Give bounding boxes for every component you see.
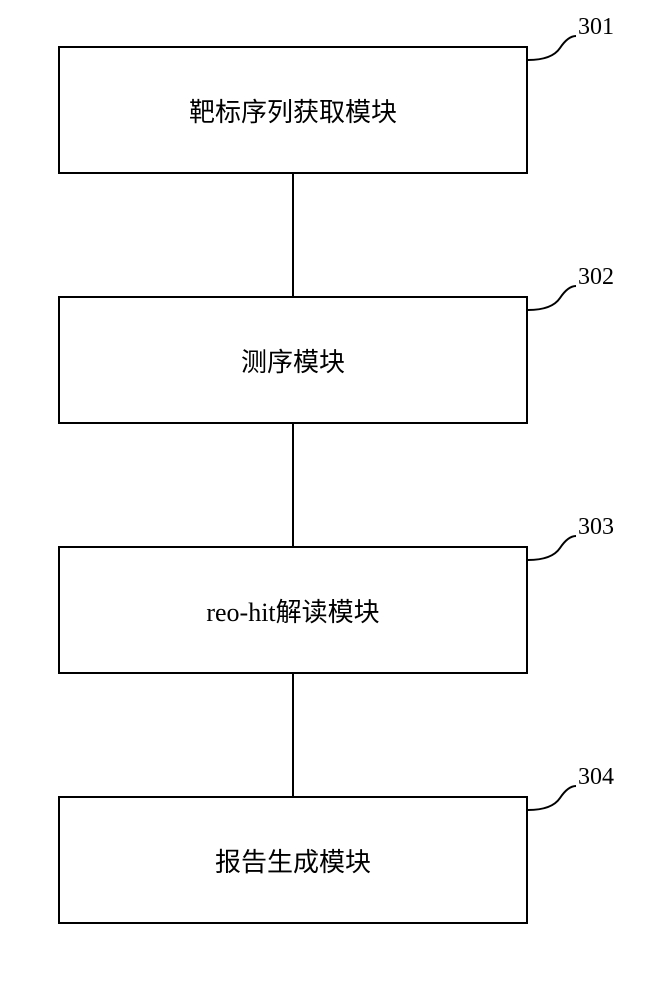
node-label-2: 测序模块 bbox=[241, 342, 345, 379]
edge-3-4 bbox=[292, 674, 294, 796]
node-label-4: 报告生成模块 bbox=[215, 842, 371, 879]
ref-label-2: 302 bbox=[578, 264, 614, 291]
edge-1-2 bbox=[292, 174, 294, 296]
ref-text-3: 303 bbox=[578, 514, 614, 540]
node-box-3: reo-hit解读模块 bbox=[58, 546, 528, 674]
ref-label-1: 301 bbox=[578, 14, 614, 41]
node-label-3: reo-hit解读模块 bbox=[206, 592, 379, 629]
ref-text-4: 304 bbox=[578, 764, 614, 790]
node-box-2: 测序模块 bbox=[58, 296, 528, 424]
ref-label-3: 303 bbox=[578, 514, 614, 541]
node-label-1: 靶标序列获取模块 bbox=[189, 92, 397, 129]
edge-2-3 bbox=[292, 424, 294, 546]
ref-text-2: 302 bbox=[578, 264, 614, 290]
node-box-4: 报告生成模块 bbox=[58, 796, 528, 924]
ref-text-1: 301 bbox=[578, 14, 614, 40]
ref-label-4: 304 bbox=[578, 764, 614, 791]
node-box-1: 靶标序列获取模块 bbox=[58, 46, 528, 174]
